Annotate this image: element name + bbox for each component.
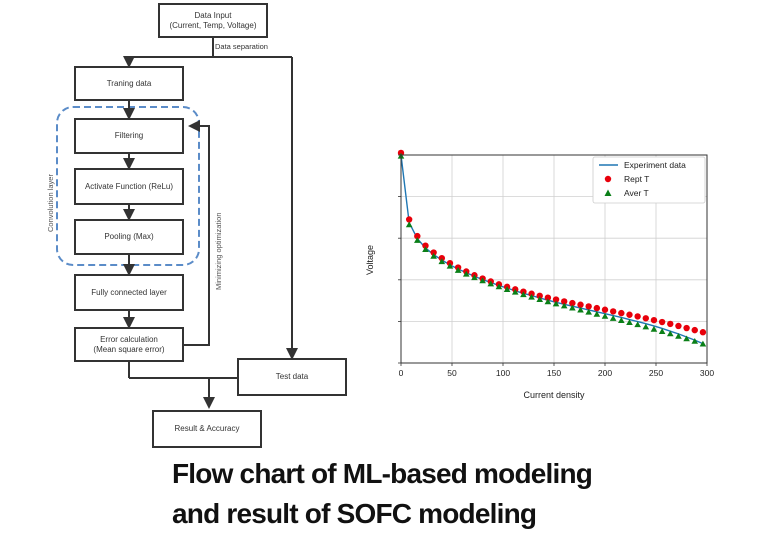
point-rept-t <box>634 313 641 320</box>
point-rept-t <box>528 290 535 297</box>
chart-frame <box>400 154 708 364</box>
point-aver-t <box>642 323 650 330</box>
point-rept-t <box>675 322 682 330</box>
point-rept-t <box>618 309 625 317</box>
point-aver-t <box>528 293 535 300</box>
point-aver-t <box>471 274 478 281</box>
error-calculation-box: Error calculation (Mean square error) <box>74 327 184 362</box>
point-aver-t <box>520 291 527 298</box>
point-rept-t <box>642 315 649 322</box>
training-data-box: Traning data <box>74 66 184 101</box>
legend-label-experiment: Experiment data <box>624 160 686 170</box>
data-input-box: Data Input (Current, Temp, Voltage) <box>158 3 268 38</box>
point-aver-t <box>536 296 544 302</box>
legend-triangle-swatch <box>604 189 612 196</box>
point-rept-t <box>601 306 609 313</box>
point-rept-t <box>650 316 658 324</box>
point-aver-t <box>569 304 576 311</box>
chart-plot-area <box>397 149 707 347</box>
point-aver-t <box>446 262 454 269</box>
minimizing-optimization-label: Minimizing optimization <box>214 212 223 290</box>
point-aver-t <box>618 317 625 323</box>
point-rept-t <box>683 324 690 332</box>
point-rept-t <box>536 292 543 300</box>
legend-label-rept: Rept T <box>624 174 649 184</box>
point-aver-t <box>422 246 429 253</box>
data-separation-label: Data separation <box>215 42 268 51</box>
point-aver-t <box>626 319 633 326</box>
point-aver-t <box>560 302 568 309</box>
point-aver-t <box>577 306 584 313</box>
point-aver-t <box>609 315 617 321</box>
point-rept-t <box>569 299 576 307</box>
point-aver-t <box>414 237 421 243</box>
x-tick-label: 200 <box>598 368 612 378</box>
result-accuracy-box: Result & Accuracy <box>152 410 262 448</box>
point-rept-t <box>593 304 601 312</box>
point-rept-t <box>430 249 437 256</box>
x-tick-label: 250 <box>649 368 663 378</box>
x-tick-label: 100 <box>496 368 510 378</box>
point-aver-t <box>462 270 470 277</box>
point-rept-t <box>422 242 429 249</box>
point-rept-t <box>405 216 413 223</box>
x-axis-label: Current density <box>523 390 585 400</box>
point-aver-t <box>511 288 519 295</box>
point-rept-t <box>414 232 421 240</box>
legend-box <box>592 156 706 204</box>
point-aver-t <box>585 308 592 315</box>
point-aver-t <box>699 340 707 347</box>
point-rept-t <box>438 254 445 262</box>
point-rept-t <box>609 308 617 315</box>
fully-connected-box: Fully connected layer <box>74 274 184 311</box>
caption-line-1: Flow chart of ML-based modeling <box>172 458 593 489</box>
point-rept-t <box>699 329 707 336</box>
x-tick-label: 150 <box>547 368 561 378</box>
test-data-box: Test data <box>237 358 347 396</box>
point-aver-t <box>430 252 437 259</box>
voltage-chart: 0 50 100 150 200 250 300 Current density Volta… <box>365 149 714 400</box>
point-aver-t <box>438 258 446 265</box>
point-aver-t <box>495 283 503 290</box>
x-tick-label: 0 <box>399 368 404 378</box>
pooling-box: Pooling (Max) <box>74 219 184 255</box>
legend-label-aver: Aver T <box>624 188 649 198</box>
point-rept-t <box>626 311 633 318</box>
x-tick-label: 50 <box>447 368 457 378</box>
point-aver-t <box>544 298 552 305</box>
point-rept-t <box>544 294 552 301</box>
point-aver-t <box>691 337 699 344</box>
point-aver-t <box>503 286 511 292</box>
legend-circle-swatch <box>604 175 612 183</box>
point-aver-t <box>658 328 666 334</box>
filtering-box: Filtering <box>74 118 184 154</box>
point-aver-t <box>479 277 486 284</box>
chart-legend: Experiment data Rept T Aver T <box>592 156 706 204</box>
point-aver-t <box>454 267 462 273</box>
point-aver-t <box>593 310 601 317</box>
convolution-layer-label: Convolution layer <box>46 174 55 232</box>
point-rept-t <box>561 298 568 305</box>
point-aver-t <box>487 280 495 287</box>
point-rept-t <box>577 301 584 308</box>
point-aver-t <box>552 300 560 307</box>
point-rept-t <box>691 326 698 334</box>
point-aver-t <box>650 325 658 332</box>
point-rept-t <box>667 320 674 328</box>
point-aver-t <box>675 332 682 339</box>
point-aver-t <box>683 335 690 342</box>
point-aver-t <box>601 313 609 319</box>
activate-function-box: Activate Function (ReLu) <box>74 168 184 205</box>
caption-line-2: and result of SOFC modeling <box>172 498 537 529</box>
arrow-feedback-optimization <box>183 120 210 346</box>
point-rept-t <box>658 318 666 326</box>
point-rept-t <box>552 296 560 303</box>
x-tick-label: 300 <box>700 368 714 378</box>
point-aver-t <box>634 321 641 328</box>
point-aver-t <box>405 221 413 228</box>
y-axis-label: Voltage <box>365 245 375 275</box>
point-rept-t <box>585 303 592 310</box>
point-aver-t <box>666 330 674 337</box>
